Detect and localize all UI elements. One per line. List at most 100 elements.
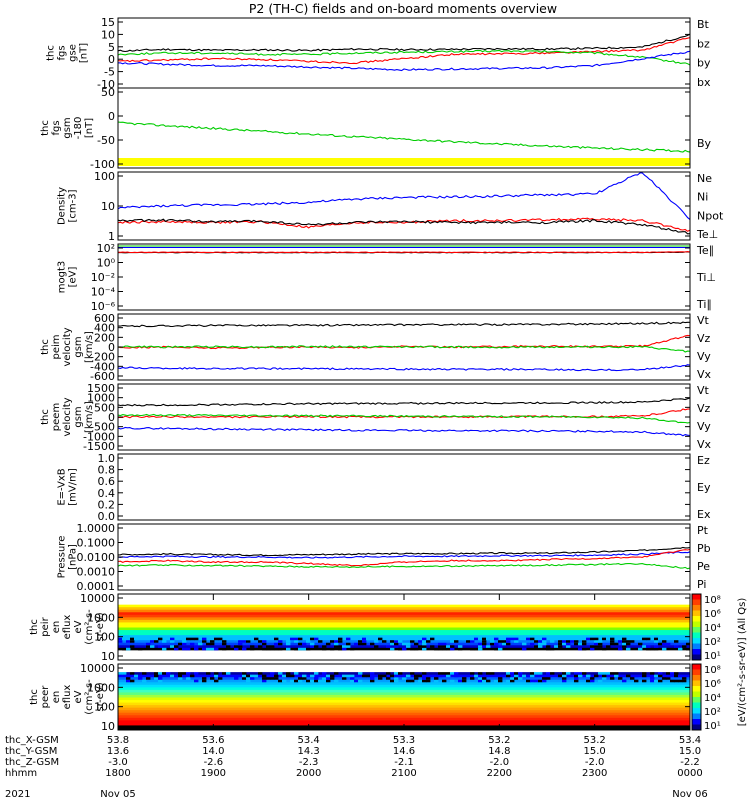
spectrogram-cell	[610, 637, 615, 641]
spectrogram-cell	[514, 637, 519, 641]
legend-item: Vy	[697, 420, 711, 433]
spectrogram-cell	[658, 671, 663, 675]
y-axis-label: thc fgs gsm -180 [nT]	[40, 117, 95, 140]
spectrogram-cell	[370, 679, 375, 683]
spectrogram-cell	[162, 671, 167, 675]
spectrogram-cell	[274, 676, 279, 680]
spectrogram-cell	[486, 679, 491, 683]
spectrogram-cell	[610, 676, 615, 680]
spectrogram-cell	[118, 637, 123, 641]
y-label-line: gsm	[73, 336, 84, 357]
series-Pe	[117, 563, 691, 570]
spectrogram-cell	[506, 642, 511, 646]
spectrogram-row	[118, 621, 690, 625]
spectrogram-cell	[682, 679, 687, 683]
spectrogram-cell	[298, 637, 303, 641]
spectrogram-cell	[190, 642, 195, 646]
spectrogram-cell	[498, 679, 503, 683]
legend-item: Ez	[697, 454, 710, 467]
spectrogram-cell	[534, 679, 539, 683]
spectrogram-cell	[566, 644, 571, 648]
spectrogram-cell	[342, 644, 347, 648]
spectrogram-cell	[430, 637, 435, 641]
spectrogram-cell	[618, 647, 623, 651]
spectrogram-row	[118, 702, 690, 706]
spectrogram-cell	[130, 679, 135, 683]
spectrogram-cell	[194, 644, 199, 648]
y-label-line: [mV/m]	[68, 468, 79, 506]
spectrogram-row	[118, 717, 690, 721]
spectrogram-cell	[670, 671, 675, 675]
panel-efield: 1.00.80.60.40.20.0 E=-VxB [mV/m] Ez Ey Ex	[57, 452, 711, 523]
spectrogram-cell	[282, 674, 287, 678]
y-tick-label: -1000	[83, 430, 115, 443]
spectrogram-cell	[530, 637, 535, 641]
colorbar-tick: 10⁴	[704, 693, 721, 704]
spectrogram-cell	[538, 639, 543, 643]
spectrogram-cell	[474, 647, 479, 651]
spectrogram-cell	[254, 674, 259, 678]
spectrogram-cell	[434, 679, 439, 683]
spectrogram-cell	[490, 639, 495, 643]
y-label-line: thc	[40, 120, 51, 136]
y-tick-label: 0	[108, 110, 115, 123]
spectrogram-cell	[158, 637, 163, 641]
x-row-value: 1900	[201, 768, 226, 779]
x-row-value: 1800	[105, 768, 130, 779]
spectrogram-cell	[554, 644, 559, 648]
y-axis-label: thc peir en eflux eV (cm²-s-sr-eV)	[29, 609, 106, 645]
series-by	[117, 49, 691, 66]
legend-item: Te∥	[696, 244, 714, 257]
spectrogram-cell	[562, 676, 567, 680]
spectrogram-cell	[194, 647, 199, 651]
spectrogram-row	[118, 609, 690, 613]
spectrogram-cell	[562, 671, 567, 675]
spectrogram-cell	[606, 644, 611, 648]
y-label-line: thc	[40, 409, 51, 425]
series-Vz	[117, 334, 691, 350]
chart-title: P2 (TH-C) fields and on-board moments ov…	[249, 1, 557, 16]
spectrogram-cell	[502, 674, 507, 678]
y-label-line: gsm	[73, 406, 84, 427]
spectrogram-cell	[602, 671, 607, 675]
colorbar-tick: 10⁶	[704, 609, 721, 620]
y-label-line: eflux	[62, 685, 73, 710]
spectrogram-cell	[654, 679, 659, 683]
spectrogram-cell	[146, 642, 151, 646]
spectrogram-cell	[246, 679, 251, 683]
spectrogram-cell	[298, 647, 303, 651]
spectrogram-cell	[478, 647, 483, 651]
spectrogram-cell	[518, 676, 523, 680]
colorbar-tick: 10²	[704, 637, 721, 648]
spectrogram-cell	[510, 676, 515, 680]
spectrogram-cell	[226, 644, 231, 648]
spectrogram-cell	[286, 671, 291, 675]
spectrogram-cell	[262, 674, 267, 678]
spectrogram-cell	[398, 637, 403, 641]
spectrogram-cell	[602, 647, 607, 651]
spectrogram-cell	[314, 671, 319, 675]
spectrogram-cell	[262, 647, 267, 651]
spectrogram-cell	[350, 676, 355, 680]
spectrogram-cell	[250, 644, 255, 648]
spectrogram-cell	[402, 647, 407, 651]
spectrogram-cell	[646, 644, 651, 648]
colorbar-segment	[692, 669, 701, 676]
spectrogram-cell	[138, 674, 143, 678]
y-label-line: thc	[40, 339, 51, 355]
spectrogram-cell	[158, 644, 163, 648]
y-tick-label: 100	[94, 170, 115, 183]
spectrogram-cell	[366, 674, 371, 678]
spectrogram-cell	[330, 647, 335, 651]
y-tick-label: 1000	[87, 392, 115, 405]
spectrogram-cell	[678, 679, 683, 683]
y-tick-label: 200	[94, 331, 115, 344]
spectrogram-cell	[214, 679, 219, 683]
spectrogram-cell	[238, 642, 243, 646]
spectrogram-cell	[330, 676, 335, 680]
panel-density: 100 10 1 Density [cm-3] Ne Ni Npot Te⊥	[57, 170, 724, 243]
spectrogram-cell	[438, 642, 443, 646]
spectrogram-cell	[294, 679, 299, 683]
y-label-line: (cm²-s-	[84, 679, 95, 715]
colorbar-frame	[691, 593, 702, 661]
